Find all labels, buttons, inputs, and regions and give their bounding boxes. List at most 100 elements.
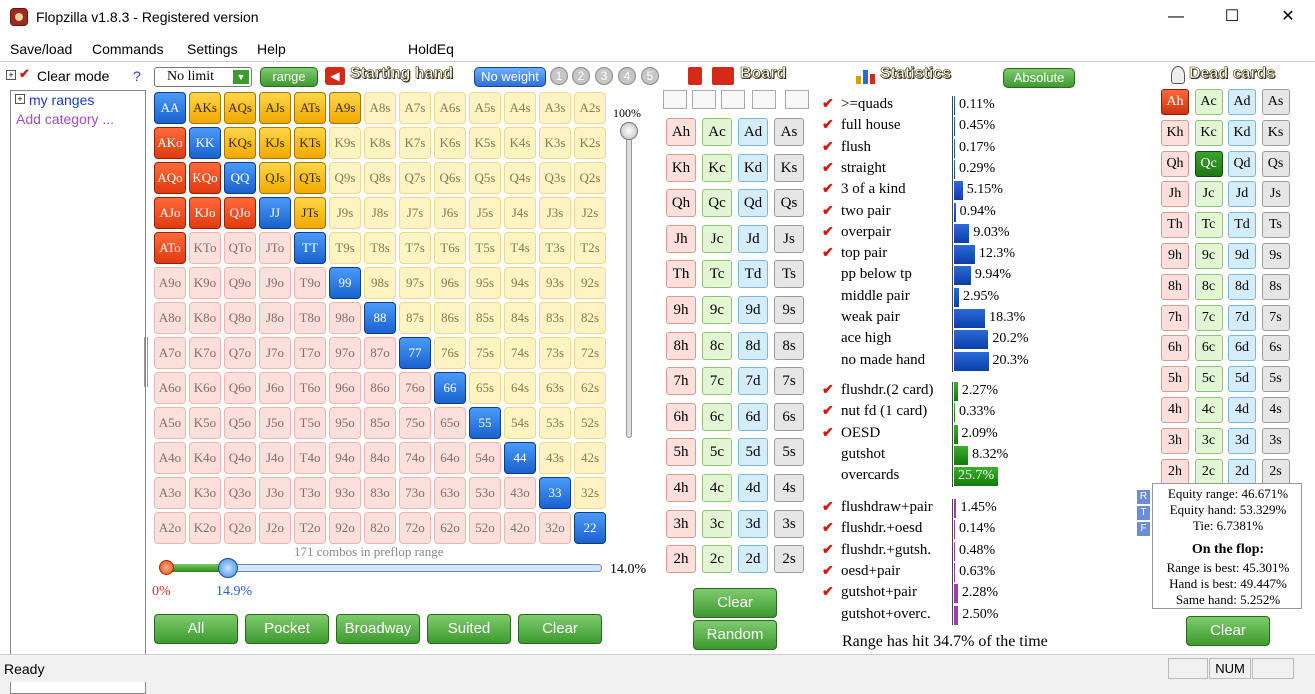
hand-cell-A4s[interactable]: A4s <box>504 92 536 124</box>
absolute-toggle[interactable]: Absolute <box>1003 68 1075 88</box>
hand-cell-QTs[interactable]: QTs <box>294 162 326 194</box>
hand-cell-KJs[interactable]: KJs <box>259 127 291 159</box>
hand-cell-76o[interactable]: 76o <box>399 372 431 404</box>
close-button[interactable]: ✕ <box>1265 0 1311 34</box>
hand-cell-53s[interactable]: 53s <box>539 407 571 439</box>
hand-cell-J3s[interactable]: J3s <box>539 197 571 229</box>
dead-card-Tc[interactable]: Tc <box>1195 212 1223 238</box>
pocket-button[interactable]: Pocket <box>245 614 329 644</box>
hand-cell-AQs[interactable]: AQs <box>224 92 256 124</box>
minimize-button[interactable]: — <box>1153 0 1199 34</box>
dead-card-6h[interactable]: 6h <box>1161 335 1189 361</box>
range-button[interactable]: range <box>260 67 318 87</box>
board-card-4c[interactable]: 4c <box>702 474 732 502</box>
hand-cell-KJo[interactable]: KJo <box>189 197 221 229</box>
hand-cell-22[interactable]: 22 <box>574 512 606 544</box>
hand-cell-A2o[interactable]: A2o <box>154 512 186 544</box>
hand-cell-82s[interactable]: 82s <box>574 302 606 334</box>
dead-card-7c[interactable]: 7c <box>1195 305 1223 331</box>
dead-card-8s[interactable]: 8s <box>1262 274 1290 300</box>
hand-cell-K6o[interactable]: K6o <box>189 372 221 404</box>
hand-cell-32o[interactable]: 32o <box>539 512 571 544</box>
board-card-Jd[interactable]: Jd <box>738 225 768 253</box>
menu-help[interactable]: Help <box>257 41 286 57</box>
hand-cell-97o[interactable]: 97o <box>329 337 361 369</box>
hand-cell-KTo[interactable]: KTo <box>189 232 221 264</box>
hand-cell-62s[interactable]: 62s <box>574 372 606 404</box>
board-card-Td[interactable]: Td <box>738 260 768 288</box>
hand-cell-64s[interactable]: 64s <box>504 372 536 404</box>
hand-cell-55[interactable]: 55 <box>469 407 501 439</box>
board-card-Ah[interactable]: Ah <box>666 118 696 146</box>
hand-cell-Q3s[interactable]: Q3s <box>539 162 571 194</box>
weight-4-button[interactable]: 4 <box>618 67 636 85</box>
hand-cell-83s[interactable]: 83s <box>539 302 571 334</box>
hand-cell-77[interactable]: 77 <box>399 337 431 369</box>
hand-cell-T9o[interactable]: T9o <box>294 267 326 299</box>
hand-cell-Q6o[interactable]: Q6o <box>224 372 256 404</box>
weight-2-button[interactable]: 2 <box>572 67 590 85</box>
dead-card-9c[interactable]: 9c <box>1195 243 1223 269</box>
hand-cell-72o[interactable]: 72o <box>399 512 431 544</box>
hand-cell-84o[interactable]: 84o <box>364 442 396 474</box>
hand-cell-A5o[interactable]: A5o <box>154 407 186 439</box>
hand-cell-J9s[interactable]: J9s <box>329 197 361 229</box>
board-card-Jc[interactable]: Jc <box>702 225 732 253</box>
clear-mode-toggle[interactable]: Clear mode <box>37 68 109 84</box>
dead-card-7h[interactable]: 7h <box>1161 305 1189 331</box>
board-card-5c[interactable]: 5c <box>702 438 732 466</box>
hand-cell-T3o[interactable]: T3o <box>294 477 326 509</box>
hand-cell-T2s[interactable]: T2s <box>574 232 606 264</box>
hand-cell-42s[interactable]: 42s <box>574 442 606 474</box>
board-card-Ad[interactable]: Ad <box>738 118 768 146</box>
hand-cell-J7s[interactable]: J7s <box>399 197 431 229</box>
board-card-9h[interactable]: 9h <box>666 296 696 324</box>
weight-5-button[interactable]: 5 <box>641 67 659 85</box>
hand-cell-AQo[interactable]: AQo <box>154 162 186 194</box>
board-card-8c[interactable]: 8c <box>702 332 732 360</box>
dead-card-8d[interactable]: 8d <box>1228 274 1256 300</box>
dead-card-Jh[interactable]: Jh <box>1161 181 1189 207</box>
hand-cell-A9o[interactable]: A9o <box>154 267 186 299</box>
board-card-8h[interactable]: 8h <box>666 332 696 360</box>
hand-cell-86o[interactable]: 86o <box>364 372 396 404</box>
hand-cell-J4o[interactable]: J4o <box>259 442 291 474</box>
board-card-6s[interactable]: 6s <box>774 403 804 431</box>
hand-cell-A7s[interactable]: A7s <box>399 92 431 124</box>
hand-cell-Q9o[interactable]: Q9o <box>224 267 256 299</box>
hand-cell-A2s[interactable]: A2s <box>574 92 606 124</box>
splitter-handle[interactable] <box>144 337 148 387</box>
board-card-Kd[interactable]: Kd <box>738 154 768 182</box>
hand-cell-63o[interactable]: 63o <box>434 477 466 509</box>
hand-cell-QTo[interactable]: QTo <box>224 232 256 264</box>
board-card-Ks[interactable]: Ks <box>774 154 804 182</box>
hand-cell-K7s[interactable]: K7s <box>399 127 431 159</box>
dead-card-5s[interactable]: 5s <box>1262 366 1290 392</box>
dead-card-3c[interactable]: 3c <box>1195 428 1223 454</box>
hand-cell-52o[interactable]: 52o <box>469 512 501 544</box>
hand-cell-T8s[interactable]: T8s <box>364 232 396 264</box>
dead-card-Qs[interactable]: Qs <box>1262 151 1290 177</box>
board-slot[interactable] <box>663 90 687 109</box>
dead-card-2c[interactable]: 2c <box>1195 459 1223 485</box>
dead-card-Kh[interactable]: Kh <box>1161 120 1189 146</box>
hand-cell-K9o[interactable]: K9o <box>189 267 221 299</box>
maximize-button[interactable]: ☐ <box>1209 0 1255 34</box>
hand-cell-93o[interactable]: 93o <box>329 477 361 509</box>
hand-cell-J2o[interactable]: J2o <box>259 512 291 544</box>
hand-cell-QJs[interactable]: QJs <box>259 162 291 194</box>
check-icon[interactable]: ✔ <box>822 96 834 113</box>
dead-card-9h[interactable]: 9h <box>1161 243 1189 269</box>
menu-commands[interactable]: Commands <box>92 41 164 57</box>
check-icon[interactable]: ✔ <box>822 425 834 442</box>
tree-expand-icon[interactable]: + <box>15 94 25 104</box>
dead-card-9s[interactable]: 9s <box>1262 243 1290 269</box>
check-icon[interactable]: ✔ <box>822 403 834 420</box>
hand-cell-86s[interactable]: 86s <box>434 302 466 334</box>
dead-card-4h[interactable]: 4h <box>1161 397 1189 423</box>
check-icon[interactable]: ✔ <box>822 139 834 156</box>
hand-cell-85s[interactable]: 85s <box>469 302 501 334</box>
hand-cell-A3o[interactable]: A3o <box>154 477 186 509</box>
broadway-button[interactable]: Broadway <box>336 614 420 644</box>
dead-card-Ks[interactable]: Ks <box>1262 120 1290 146</box>
